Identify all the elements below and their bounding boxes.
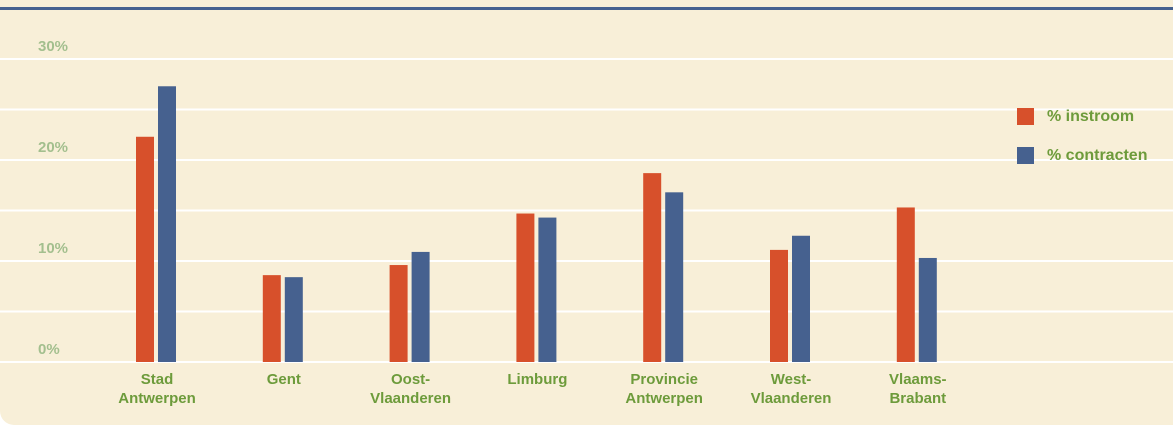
y-tick-label: 0% xyxy=(38,341,60,358)
legend-swatch xyxy=(1017,147,1034,164)
y-tick-label: 10% xyxy=(38,240,68,257)
bar xyxy=(284,277,303,362)
legend-label: % contracten xyxy=(1047,147,1147,164)
bar xyxy=(770,249,788,362)
bar xyxy=(643,173,662,362)
x-tick-label: Vlaams-Brabant xyxy=(889,371,947,407)
x-tick-label: West-Vlaanderen xyxy=(750,371,832,407)
bar xyxy=(665,192,684,362)
y-tick-label: 30% xyxy=(38,38,68,55)
bar xyxy=(136,136,154,362)
bar xyxy=(538,217,557,362)
x-tick-label: Gent xyxy=(266,371,301,388)
y-tick-label: 20% xyxy=(38,139,68,156)
bar xyxy=(411,251,430,362)
x-tick-label: Provincie Antwerpen xyxy=(625,371,703,407)
bar xyxy=(158,86,176,363)
legend-label: % instroom xyxy=(1047,108,1134,125)
top-rule xyxy=(0,7,1173,10)
x-tick-label: Oost-Vlaanderen xyxy=(370,371,452,407)
bar xyxy=(516,213,535,362)
bar xyxy=(896,207,915,362)
bar xyxy=(389,265,408,362)
bar xyxy=(792,235,810,362)
legend-swatch xyxy=(1017,108,1034,125)
x-tick-label: Stad Antwerpen xyxy=(118,371,196,407)
bar xyxy=(262,275,281,362)
bar xyxy=(918,257,937,362)
x-tick-label: Limburg xyxy=(507,371,568,388)
